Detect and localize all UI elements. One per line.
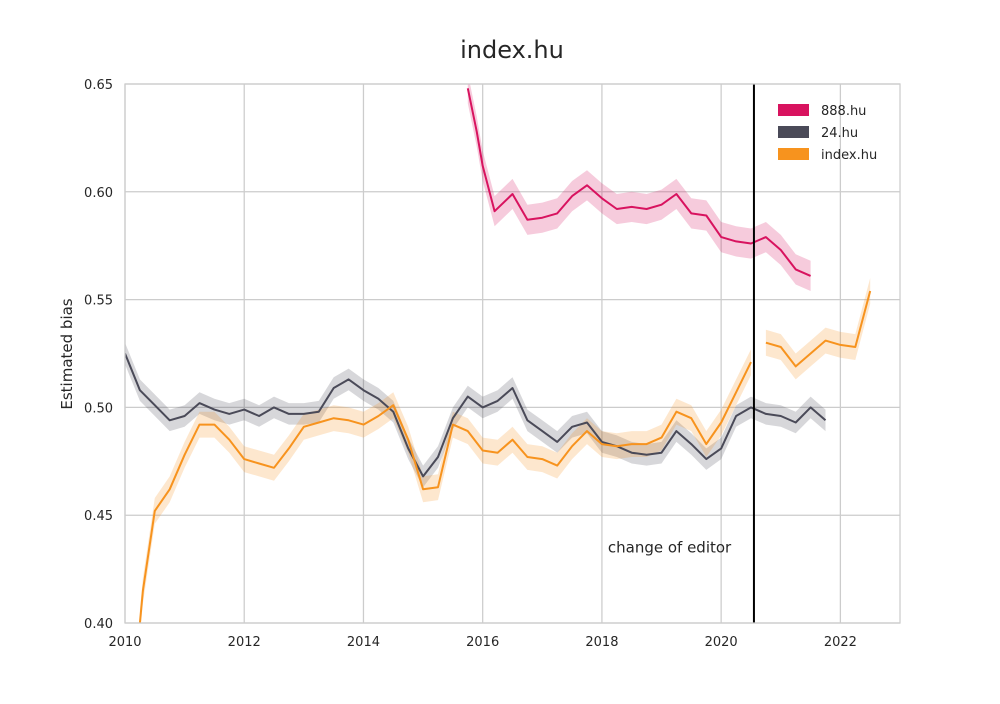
plot-frame [124, 83, 901, 624]
line-index.hu-1 [765, 290, 872, 368]
y-tick-label: 0.45 [84, 509, 113, 524]
legend-swatch-24.hu [778, 126, 809, 138]
band-888.hu-0 [467, 84, 811, 291]
y-tick-label: 0.50 [84, 401, 113, 416]
y-axis-label: Estimated bias [58, 298, 76, 409]
y-tick-label: 0.65 [84, 78, 113, 93]
y-tick-label: 0.40 [84, 617, 113, 632]
x-tick-label: 2012 [228, 635, 261, 650]
x-tick-label: 2018 [585, 635, 618, 650]
legend: 888.hu 24.hu index.hu [778, 104, 877, 163]
legend-swatch-index.hu [778, 148, 809, 160]
confidence-bands [125, 84, 871, 623]
band-index.hu-1 [765, 278, 871, 380]
y-tick-label: 0.60 [84, 186, 113, 201]
tick-labels: 2010 2012 2014 2016 2018 2020 2022 0.40 0.45 0.50… [84, 78, 857, 650]
chart-title: index.hu [460, 36, 564, 64]
line-index.hu-0 [138, 361, 752, 623]
legend-swatch-888.hu [778, 104, 809, 116]
annotation-change-of-editor: change of editor [608, 539, 732, 557]
y-tick-label: 0.55 [84, 294, 113, 309]
x-tick-label: 2020 [705, 635, 738, 650]
x-tick-label: 2016 [466, 635, 499, 650]
band-24.hu-0 [125, 342, 826, 488]
legend-label-24.hu: 24.hu [821, 126, 858, 141]
x-tick-label: 2022 [824, 635, 857, 650]
legend-label-888.hu: 888.hu [821, 104, 866, 119]
line-24.hu-0 [125, 353, 827, 478]
series-lines [125, 88, 872, 623]
x-tick-label: 2010 [108, 635, 141, 650]
legend-label-index.hu: index.hu [821, 148, 877, 163]
line-888.hu-0 [466, 88, 811, 277]
x-tick-label: 2014 [347, 635, 380, 650]
